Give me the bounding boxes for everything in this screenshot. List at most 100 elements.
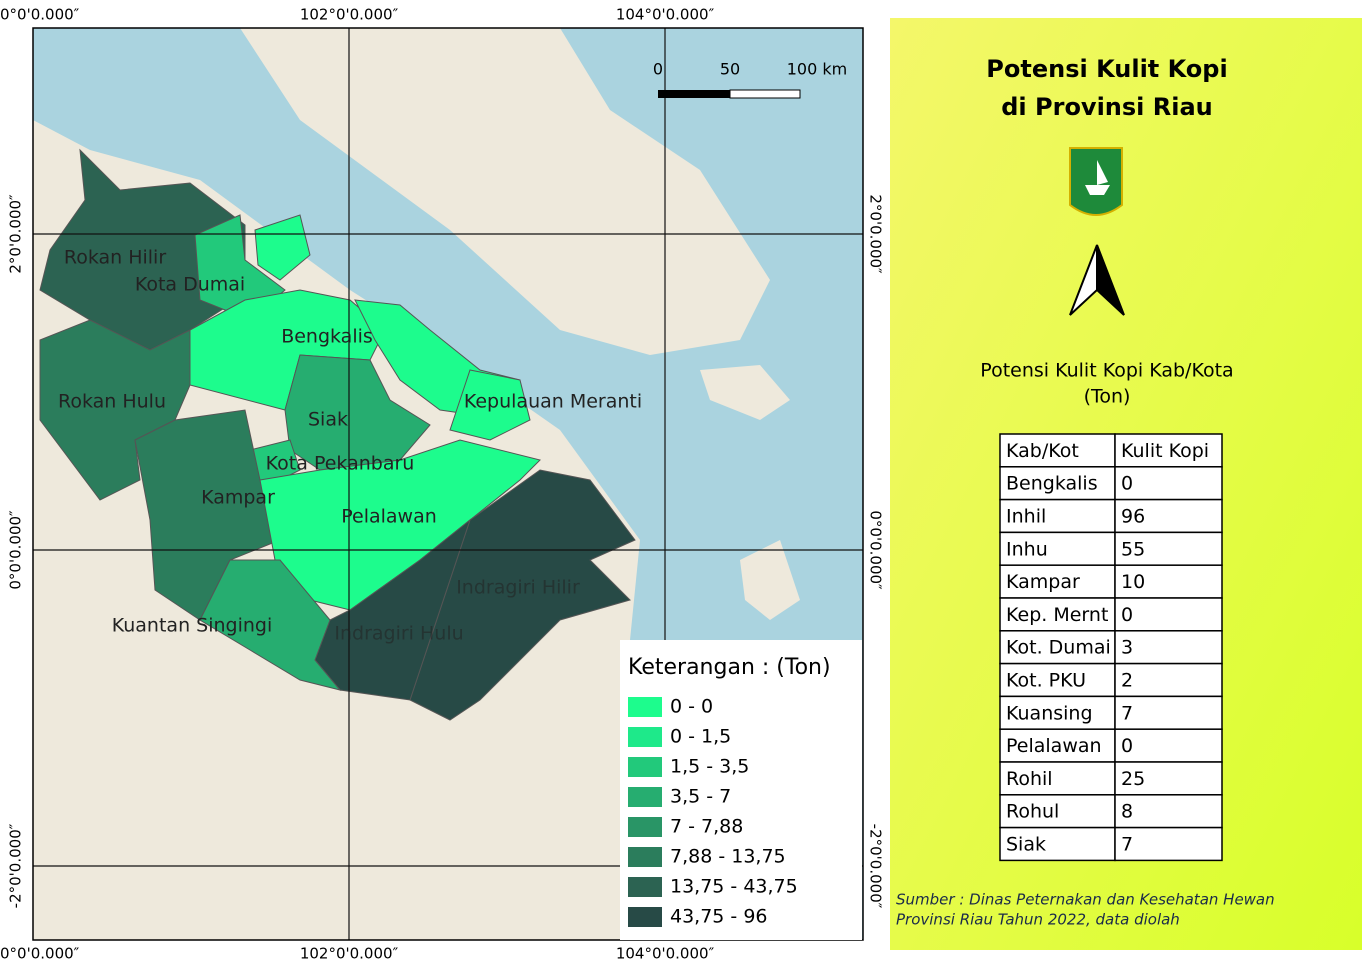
table-cell: [1114, 630, 1223, 665]
legend-swatch: [628, 847, 662, 867]
coord-label: 104°0'0.000″: [616, 6, 715, 24]
table-text: Bengkalis: [1006, 473, 1098, 495]
table-text: Rohil: [1006, 768, 1053, 790]
legend-label: 7,88 - 13,75: [670, 846, 786, 868]
table-text: 10: [1121, 571, 1145, 593]
table-text: Kuansing: [1006, 702, 1093, 724]
table-text: 0: [1121, 735, 1133, 757]
coord-label: 0°0'0.000″: [0, 6, 80, 24]
coord-label: 102°0'0.000″: [300, 945, 399, 963]
legend-label: 3,5 - 7: [670, 786, 731, 808]
region-label: Rokan Hilir: [64, 247, 166, 269]
table-cell: [999, 826, 1116, 862]
coord-label: 2°0'0.000″: [7, 194, 25, 274]
table-text: Rohul: [1006, 801, 1059, 823]
table-text: 96: [1121, 506, 1145, 528]
table-text: Kampar: [1006, 571, 1080, 593]
table-text: Kot. PKU: [1006, 670, 1086, 692]
region-label: Kota Pekanbaru: [266, 453, 415, 475]
legend-swatch: [628, 727, 662, 747]
table-cell: [1114, 794, 1223, 829]
region-label: Indragiri Hilir: [456, 577, 580, 599]
table-cell: [999, 794, 1116, 829]
table-text: Pelalawan: [1006, 735, 1102, 757]
table-text: Kep. Mernt: [1006, 604, 1108, 626]
table-cell: [1114, 433, 1223, 468]
coord-label: 102°0'0.000″: [300, 6, 399, 24]
legend-swatch: [628, 757, 662, 777]
table-text: Kab/Kot: [1006, 440, 1079, 462]
legend-label: 0 - 1,5: [670, 726, 731, 748]
table-title: Potensi Kulit Kopi Kab/Kota: [980, 360, 1233, 382]
table-text: 0: [1121, 473, 1133, 495]
table-text: 2: [1121, 670, 1133, 692]
table-cell: [999, 695, 1116, 730]
table-title: (Ton): [1084, 386, 1131, 408]
table-text: 7: [1121, 834, 1133, 856]
table-text: Siak: [1006, 834, 1046, 856]
legend-label: 13,75 - 43,75: [670, 876, 798, 898]
table-text: 7: [1121, 702, 1133, 724]
legend-swatch: [628, 787, 662, 807]
coord-label: 2°0'0.000″: [867, 194, 885, 274]
legend-swatch: [628, 907, 662, 927]
scale-label: 0: [653, 60, 663, 79]
table-cell: [999, 531, 1116, 566]
table-text: Kot. Dumai: [1006, 637, 1111, 659]
table-cell: [1114, 826, 1223, 862]
table-text: 3: [1121, 637, 1133, 659]
map: [33, 28, 863, 940]
table-text: 8: [1121, 801, 1133, 823]
legend-label: 7 - 7,88: [670, 816, 743, 838]
coord-label: -2°0'0.000″: [7, 823, 25, 908]
title: Potensi Kulit Kopi: [986, 55, 1227, 83]
region-label: Kuantan Singingi: [112, 615, 273, 637]
title: di Provinsi Riau: [1001, 93, 1213, 121]
scale-label: 100 km: [787, 60, 847, 79]
region-label: Kampar: [201, 487, 275, 509]
legend-swatch: [628, 877, 662, 897]
table-text: 25: [1121, 768, 1145, 790]
table-cell: [1114, 761, 1223, 796]
region-label: Rokan Hulu: [58, 391, 166, 413]
region-label: Kota Dumai: [135, 274, 245, 296]
table-cell: [1114, 728, 1223, 763]
table-cell: [1114, 531, 1223, 566]
coord-label: 0°0'0.000″: [867, 510, 885, 590]
table-cell: [999, 630, 1116, 665]
coord-label: -2°0'0.000″: [867, 824, 885, 909]
legend-label: 43,75 - 96: [670, 906, 768, 928]
source-note: Sumber : Dinas Peternakan dan Kesehatan …: [896, 891, 1275, 909]
region-label: Bengkalis: [281, 326, 373, 348]
region-label: Kepulauan Meranti: [464, 391, 642, 413]
region-label: Pelalawan: [341, 506, 437, 528]
table-text: 55: [1121, 538, 1145, 560]
table-cell: [999, 597, 1116, 632]
emblem: [1069, 147, 1123, 216]
table-text: Inhu: [1006, 538, 1048, 560]
coord-label: 0°0'0.000″: [7, 510, 25, 590]
table-text: Inhil: [1006, 506, 1046, 528]
north-arrow: [1069, 244, 1125, 316]
table-cell: [999, 466, 1116, 501]
scale-bar: [658, 89, 801, 99]
coord-label: 104°0'0.000″: [616, 945, 715, 963]
legend-label: 1,5 - 3,5: [670, 756, 749, 778]
table-cell: [1114, 466, 1223, 501]
legend-swatch: [628, 697, 662, 717]
table-text: 0: [1121, 604, 1133, 626]
legend-title: Keterangan : (Ton): [628, 655, 831, 680]
table-cell: [1114, 498, 1223, 534]
region-label: Siak: [308, 409, 348, 431]
coord-label: 0°0'0.000″: [0, 945, 80, 963]
table-cell: [999, 761, 1116, 796]
scale-label: 50: [720, 60, 740, 79]
region-label: Indragiri Hulu: [334, 623, 463, 645]
table-cell: [999, 498, 1116, 534]
legend-swatch: [628, 817, 662, 837]
table-text: Kulit Kopi: [1121, 440, 1209, 462]
table-cell: [999, 662, 1116, 698]
legend-label: 0 - 0: [670, 696, 713, 718]
source-note: Provinsi Riau Tahun 2022, data diolah: [896, 911, 1180, 929]
